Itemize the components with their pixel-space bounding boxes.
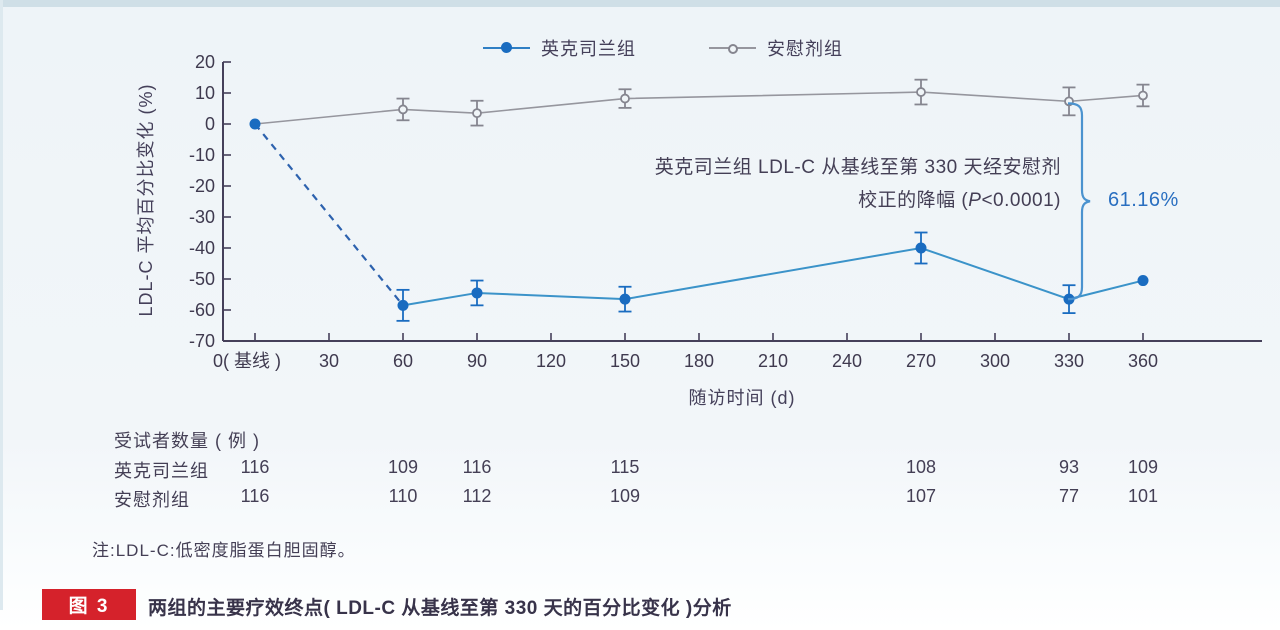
subject-count: 109: [609, 486, 641, 506]
subject-count: 115: [610, 457, 640, 477]
open-circle-icon: [728, 44, 738, 54]
x-tick-label: 90: [467, 351, 487, 371]
series-line: [254, 91, 1144, 125]
x-tick-label: 0( 基线 ): [213, 351, 281, 371]
x-tick-label: 120: [536, 351, 566, 371]
subject-count: 77: [1058, 486, 1080, 506]
subject-count: 108: [905, 457, 937, 477]
x-tick-label: 60: [393, 351, 413, 371]
subject-count: 93: [1058, 457, 1080, 477]
legend-label: 英克司兰组: [541, 39, 636, 59]
y-tick-label: -70: [189, 331, 215, 351]
data-point: [397, 299, 409, 311]
y-tick-label: -60: [189, 300, 215, 320]
legend-item-placebo: 安慰剂组: [709, 36, 843, 60]
top-border-strip: [0, 0, 1280, 7]
series-placebo: [250, 78, 1150, 129]
y-tick-label: 0: [205, 114, 215, 134]
inclisiran-legend-marker: [483, 41, 530, 55]
p-value-symbol: P: [968, 190, 982, 211]
data-point: [1137, 275, 1149, 287]
x-axis-title: 随访时间 (d): [688, 388, 796, 408]
subject-count: 116: [240, 486, 270, 506]
placebo-legend-marker: [709, 41, 756, 55]
x-tick-label: 210: [758, 351, 788, 371]
data-point: [619, 293, 631, 305]
y-tick-label: -40: [189, 238, 215, 258]
figure-number-badge: 图 3: [42, 589, 136, 620]
figure-caption: 两组的主要疗效终点( LDL-C 从基线至第 330 天的百分比变化 )分析: [148, 598, 732, 619]
data-point: [472, 108, 482, 119]
y-tick-label: 20: [195, 52, 215, 72]
legend-item-inclisiran: 英克司兰组: [483, 36, 636, 60]
ldlc-line-chart: 20 10 0 -10 -20 -30 -40 -50 -60 -700( 基线 ) 30 60 90 1…: [189, 52, 1262, 371]
x-tick-label: 240: [832, 351, 862, 371]
x-tick-label: 30: [319, 351, 339, 371]
series-inclisiran: [249, 118, 1149, 322]
subject-count: 109: [387, 457, 419, 477]
legend-label: 安慰剂组: [767, 39, 843, 59]
subjects-table-title: 受试者数量 ( 例 ): [114, 431, 260, 451]
x-tick-label: 360: [1128, 351, 1158, 371]
annotation-text: 英克司兰组 LDL-C 从基线至第 330 天经安慰剂 校正的降幅 (P<0.0…: [655, 151, 1061, 217]
reduction-bracket: [1067, 102, 1091, 301]
table-row-label-inclisiran: 英克司兰组: [114, 461, 209, 481]
subject-count: 116: [240, 457, 270, 477]
y-tick-label: -50: [189, 269, 215, 289]
x-tick-label: 180: [684, 351, 714, 371]
data-point: [1138, 90, 1148, 101]
left-border-strip: [0, 0, 3, 610]
data-point: [398, 104, 408, 115]
data-point: [915, 242, 927, 254]
filled-circle-icon: [501, 42, 512, 53]
subject-count: 112: [462, 486, 492, 506]
subject-count: 110: [388, 486, 418, 506]
subject-count: 107: [905, 486, 937, 506]
y-tick-label: -10: [189, 145, 215, 165]
subject-count: 116: [462, 457, 492, 477]
data-point: [620, 93, 630, 104]
data-point: [471, 287, 483, 299]
series-line: [402, 246, 1144, 307]
data-point: [249, 118, 261, 130]
reduction-percent-label: 61.16%: [1108, 189, 1179, 211]
subject-count: 101: [1127, 486, 1159, 506]
footnote: 注:LDL-C:低密度脂蛋白胆固醇。: [92, 541, 356, 560]
x-tick-label: 300: [980, 351, 1010, 371]
annotation-line1: 英克司兰组 LDL-C 从基线至第 330 天经安慰剂: [654, 157, 1061, 178]
x-tick-label: 330: [1054, 351, 1084, 371]
x-tick-label: 270: [906, 351, 936, 371]
data-point: [916, 87, 926, 97]
annotation-line2: 校正的降幅 (P<0.0001): [858, 190, 1061, 211]
y-tick-label: -30: [189, 207, 215, 227]
y-tick-label: 10: [195, 83, 215, 103]
subject-count: 109: [1127, 457, 1159, 477]
x-tick-label: 150: [610, 351, 640, 371]
y-tick-label: -20: [189, 176, 215, 196]
dashed-segment: [254, 123, 404, 307]
table-row-label-placebo: 安慰剂组: [114, 490, 190, 510]
